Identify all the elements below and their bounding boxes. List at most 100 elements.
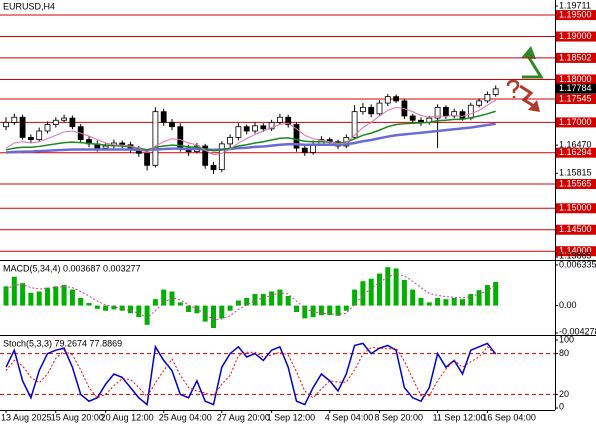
candle-body [44,124,51,132]
level-label-bg [556,147,596,158]
candle-body [144,152,151,166]
candle-body [301,147,308,153]
level-label-bg [556,74,596,85]
macd-bar [360,281,366,306]
macd-bar [244,297,250,306]
candle-body [276,116,283,123]
macd-bar [20,283,26,306]
panel-title: Stoch(5,3,3) 79.2674 77.8869 [3,338,122,348]
candle-body [384,96,391,104]
level-label: 1.14500 [559,224,592,234]
macd-bar [302,305,308,319]
level-label: 1.16294 [559,147,592,157]
macd-bar [343,305,349,311]
y-tick-label: 0 [559,401,564,411]
candle-body [359,106,366,113]
candle-body [484,94,491,102]
candle-body [252,125,258,132]
y-tick-label: 1.16470 [559,140,592,150]
level-label: 1.14000 [559,246,592,256]
candle-body [210,164,217,171]
down-arrow-head [528,100,540,112]
macd-bar [327,305,333,316]
macd-bar [36,291,42,306]
candle-body [285,116,292,125]
x-tick-label: 25 Aug 04:00 [159,412,212,422]
up-arrow-head [521,46,536,59]
moving-average [5,99,496,156]
macd-bar [418,297,424,306]
level-label: 1.17545 [559,93,592,103]
level-label-bg [556,93,596,104]
macd-bar [53,286,59,306]
candle-body [169,121,175,128]
candle-body [202,145,209,166]
moving-average [5,110,496,152]
macd-bar [451,297,457,306]
y-tick-label: 1.15815 [559,168,592,178]
level-label: 1.19500 [559,9,592,19]
x-tick-label: 1 Sep 12:00 [267,412,316,422]
macd-bar [28,292,34,306]
candle-body [351,111,358,138]
x-tick-label: 4 Sep 04:00 [325,412,374,422]
level-label-bg [556,10,596,21]
macd-bar [269,291,275,306]
candle-body [393,96,400,102]
macd-bar [410,289,416,306]
level-label-bg [556,246,596,257]
macd-bar [152,299,158,306]
macd-bar [219,305,225,319]
stoch-line [5,346,497,399]
level-label-bg [556,52,596,63]
macd-bar [352,289,358,306]
macd-bar [294,305,299,312]
macd-bar [78,297,84,306]
candle-body [368,106,375,115]
candle-body [268,121,275,130]
candle-body [409,115,416,121]
candle-body [19,116,26,138]
macd-bar [136,305,142,318]
x-tick-label: 27 Aug 20:00 [217,412,270,422]
signal-icons [506,46,544,112]
x-tick-label: 15 Aug 20:00 [51,412,104,422]
y-tick-label: 0.006335 [559,259,596,269]
x-tick-label: 20 Aug 12:00 [101,412,154,422]
candle-body [61,117,67,121]
candle-body [227,137,234,145]
candle-body [260,125,267,130]
macd-bar [277,289,283,306]
macd-bar [194,305,200,314]
signal-line [5,273,497,321]
macd-bar [161,289,167,306]
down-arrow [519,84,535,108]
question-icon [506,79,520,98]
candle-body [235,126,242,138]
macd-bar [368,278,374,306]
candle-body [119,142,126,146]
macd-bar [119,305,125,311]
y-tick-label: 0.00 [559,300,577,310]
macd-bar [186,305,192,312]
level-label: 1.18502 [559,52,592,62]
macd-bar [45,287,50,306]
macd-bar [3,286,9,306]
macd-bar [86,303,92,306]
y-tick-label: 20 [559,389,569,399]
macd-bar [318,305,324,316]
stoch-line [5,342,497,407]
macd-bar [476,290,482,306]
candle-body [218,143,225,171]
candle-body [467,104,474,119]
macd-bar [111,305,117,310]
level-label: 1.17000 [559,117,592,127]
current-price-label: 1.17784 [559,83,592,93]
level-label-bg [556,117,596,128]
x-tick-label: 16 Sep 04:00 [482,412,536,422]
macd-bar [443,299,449,306]
macd-bar [211,305,216,329]
macd-bar [310,305,316,318]
